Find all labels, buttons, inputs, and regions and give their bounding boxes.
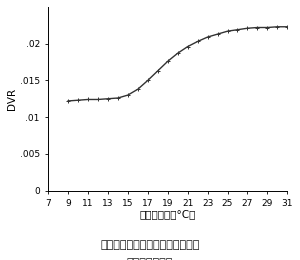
- Text: 図１．予測に用いた日平均気温と: 図１．予測に用いた日平均気温と: [100, 240, 200, 250]
- Y-axis label: DVR: DVR: [7, 88, 17, 110]
- X-axis label: 日平均気温（°C）: 日平均気温（°C）: [140, 209, 196, 219]
- Text: ＤＶＲとの関係: ＤＶＲとの関係: [127, 258, 173, 260]
